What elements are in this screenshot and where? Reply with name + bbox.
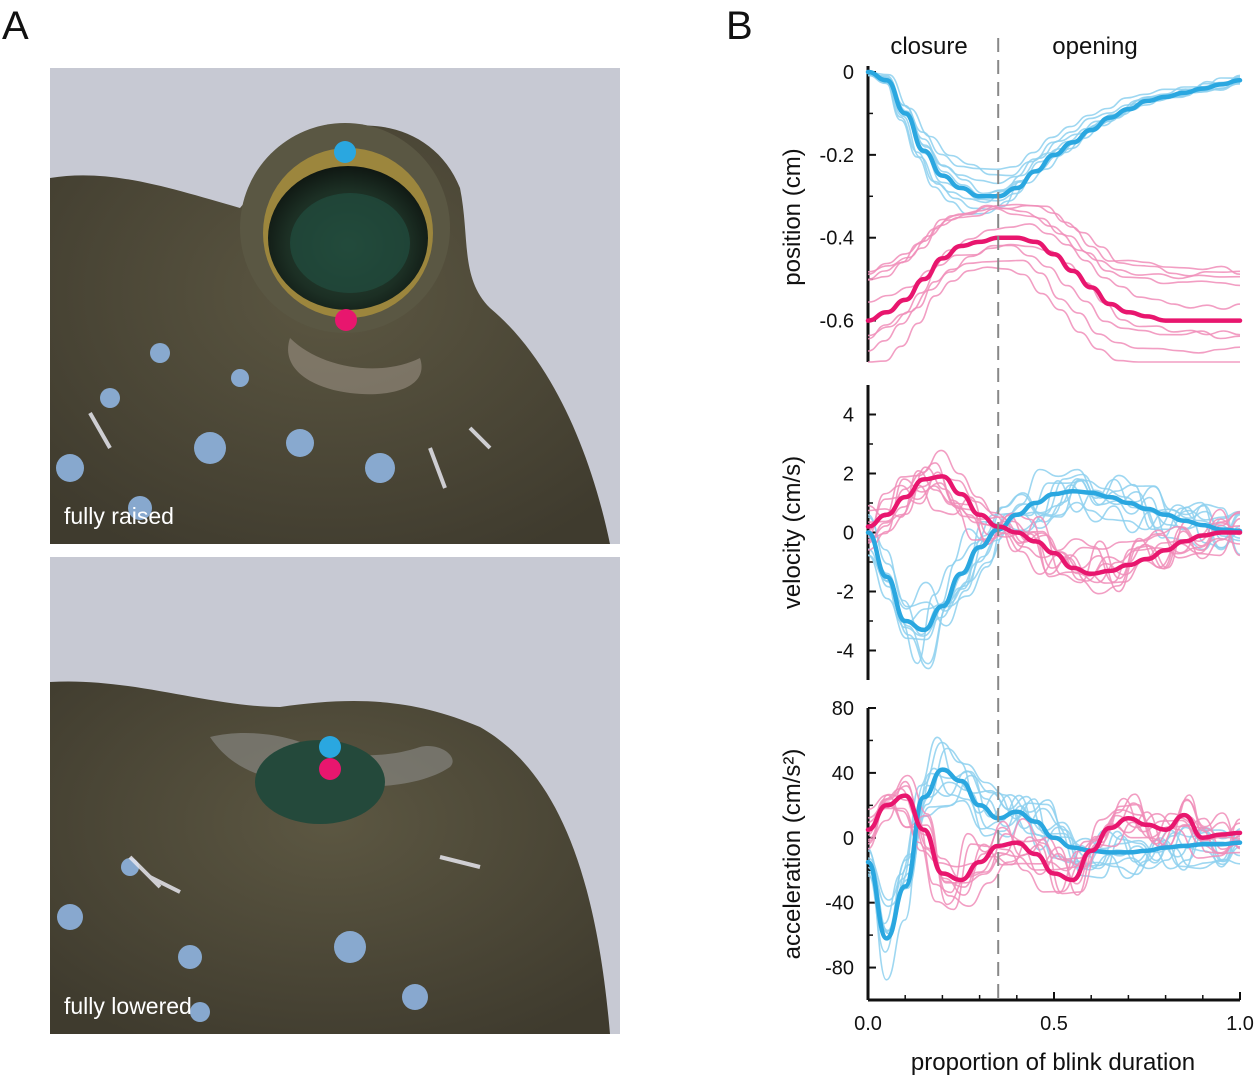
velocity-ytick-label: -2: [836, 582, 854, 604]
photo-fully-raised: fully raised: [50, 68, 620, 544]
position-trace: [867, 71, 1241, 185]
phase-label-closure: closure: [890, 33, 967, 60]
acceleration-ytick-label: -80: [825, 958, 854, 980]
x-tick-label: 0.5: [1040, 1013, 1068, 1035]
x-tick-label: 0.0: [854, 1013, 882, 1035]
caption-fully-lowered: fully lowered: [64, 993, 192, 1019]
upper-lid-marker-lowered: [319, 736, 341, 758]
velocity-trace: [867, 479, 1241, 624]
acceleration-trace: [867, 770, 1241, 935]
velocity-trace: [867, 469, 1241, 595]
position-ytick-label: -0.4: [820, 228, 854, 250]
upper-lid-marker: [334, 141, 356, 163]
velocity-ytick-label: -4: [836, 641, 854, 663]
velocity-trace: [867, 468, 1241, 665]
position-trace: [867, 244, 1241, 340]
acceleration-ytick-label: -40: [825, 893, 854, 915]
acceleration-ytick-label: 0: [843, 828, 854, 850]
position-trace: [867, 243, 1241, 337]
photo-fully-lowered: fully lowered: [50, 557, 620, 1034]
acceleration-ytick-label: 80: [832, 698, 854, 720]
velocity-mean-upper: [865, 488, 1243, 633]
panel-a-label: A: [2, 4, 29, 48]
frog-raised-illustration: [50, 68, 620, 544]
subplot-acceleration: 80 40 0 -40 -80 acceleration (cm/s²): [779, 698, 1243, 1000]
panel-b-label: B: [726, 4, 753, 48]
lower-lid-marker: [335, 309, 357, 331]
velocity-trace: [867, 475, 1241, 582]
position-mean-lower: [865, 235, 1243, 323]
acceleration-y-axis-title: acceleration (cm/s²): [779, 749, 806, 960]
subplot-position: 0 -0.2 -0.4 -0.6 position (cm): [779, 62, 1243, 363]
position-trace: [867, 203, 1241, 276]
velocity-ytick-label: 0: [843, 523, 854, 545]
position-trace: [867, 204, 1241, 281]
position-ytick-label: 0: [843, 62, 854, 84]
velocity-trace: [867, 471, 1241, 561]
position-y-axis-title: position (cm): [779, 148, 806, 285]
velocity-y-axis-title: velocity (cm/s): [779, 456, 806, 609]
acceleration-trace: [867, 794, 1241, 896]
velocity-trace: [867, 478, 1241, 627]
velocity-trace: [867, 466, 1241, 583]
position-ytick-label: -0.2: [820, 145, 854, 167]
acceleration-ytick-label: 40: [832, 763, 854, 785]
velocity-trace: [867, 478, 1241, 665]
velocity-trace: [867, 484, 1241, 584]
position-trace: [867, 266, 1240, 363]
velocity-ytick-label: 2: [843, 464, 854, 486]
acceleration-mean-lower: [865, 793, 1243, 883]
subplot-velocity: 4 2 0 -2 -4 velocity (cm/s): [779, 385, 1243, 680]
lower-lid-marker-lowered: [319, 758, 341, 780]
velocity-trace: [867, 478, 1241, 584]
velocity-trace: [867, 473, 1241, 670]
position-trace: [867, 71, 1241, 171]
x-tick-label: 1.0: [1226, 1013, 1254, 1035]
acceleration-mean-upper: [865, 767, 1243, 941]
position-mean-upper: [865, 69, 1243, 199]
x-axis-title: proportion of blink duration: [911, 1049, 1195, 1076]
velocity-ytick-label: 4: [843, 405, 854, 427]
frog-lowered-illustration: [50, 557, 620, 1034]
position-trace: [867, 71, 1241, 195]
caption-fully-raised: fully raised: [64, 503, 174, 529]
acceleration-trace: [867, 770, 1241, 908]
velocity-mean-lower: [865, 474, 1243, 577]
position-trace: [867, 223, 1241, 310]
position-ytick-label: -0.6: [820, 311, 854, 333]
phase-label-opening: opening: [1052, 33, 1137, 60]
position-trace: [867, 204, 1241, 277]
position-trace: [867, 259, 1241, 354]
